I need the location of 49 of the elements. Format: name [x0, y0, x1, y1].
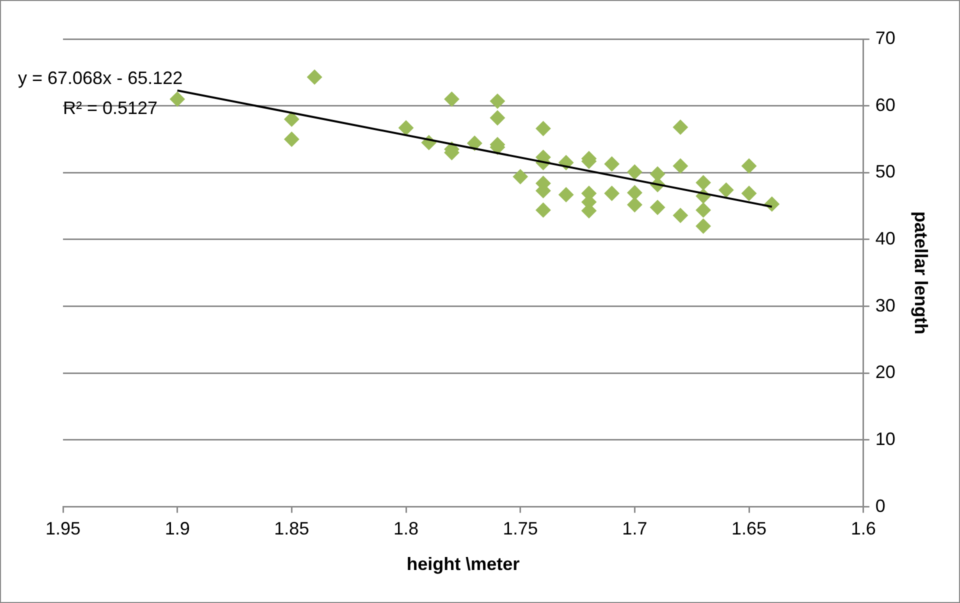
point	[467, 136, 482, 151]
x-tick-label: 1.8	[394, 518, 419, 539]
point	[627, 197, 642, 212]
point	[672, 208, 688, 223]
point	[696, 202, 711, 218]
point	[170, 92, 185, 107]
point	[650, 166, 666, 182]
y-tick-label: 50	[875, 162, 896, 182]
point	[672, 158, 688, 174]
x-tick-label: 1.6	[850, 518, 876, 539]
x-tick-label: 1.65	[732, 518, 767, 539]
point	[627, 185, 642, 200]
y-tick-label: 30	[875, 295, 896, 316]
x-tick-label: 1.75	[502, 518, 538, 539]
annotation: R² = 0.5127	[63, 98, 158, 118]
y-axis-title: patellar length	[911, 211, 932, 334]
annotation: y = 67.068x - 65.122	[18, 68, 183, 88]
y-tick-label: 0	[875, 496, 886, 516]
point	[558, 187, 574, 202]
x-tick-label: 1.95	[45, 518, 81, 539]
point	[284, 112, 300, 127]
point	[512, 169, 528, 184]
y-tick-label: 70	[875, 28, 896, 48]
point	[627, 164, 642, 180]
point	[650, 200, 666, 215]
point	[284, 132, 300, 147]
point	[490, 110, 505, 126]
point	[742, 158, 757, 174]
x-axis-title: height \meter	[406, 554, 520, 574]
point	[490, 94, 505, 109]
point	[307, 70, 322, 85]
point	[536, 121, 551, 136]
x-tick-label: 1.85	[274, 518, 310, 539]
y-tick-label: 40	[875, 228, 896, 248]
y-tick-label: 20	[875, 362, 896, 382]
x-tick-label: 1.9	[164, 518, 190, 539]
point	[696, 175, 711, 190]
point	[398, 120, 414, 136]
point	[604, 156, 620, 172]
point	[718, 182, 734, 198]
point	[742, 186, 757, 201]
y-tick-label: 10	[875, 428, 896, 449]
point	[672, 120, 688, 135]
point	[604, 186, 620, 201]
point	[444, 92, 460, 107]
x-tick-label: 1.7	[622, 518, 648, 539]
point	[696, 218, 711, 234]
point	[536, 202, 551, 218]
y-tick-label: 60	[875, 94, 896, 115]
